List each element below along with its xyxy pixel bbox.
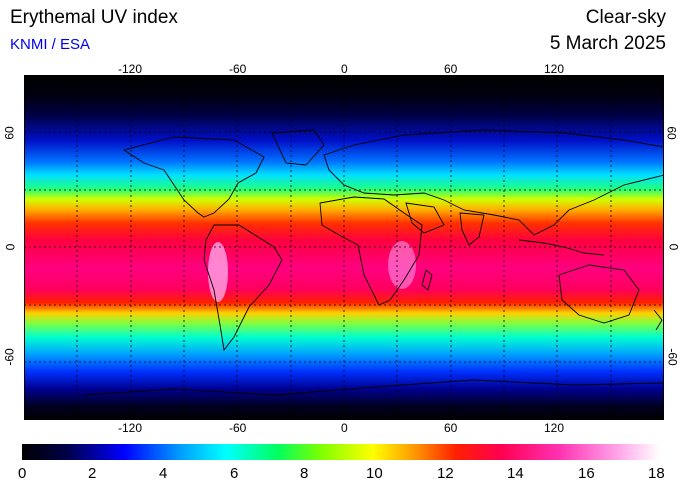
colorbar-label-18: 18 bbox=[648, 465, 665, 482]
lon-label-top-4: 60 bbox=[444, 62, 458, 76]
map-frame bbox=[24, 75, 664, 420]
lat-label-left-60: 60 bbox=[2, 126, 17, 140]
australia-outline bbox=[558, 264, 640, 324]
colorbar-label-14: 14 bbox=[507, 465, 524, 482]
colorbar-label-12: 12 bbox=[437, 465, 454, 482]
colorbar-label-16: 16 bbox=[578, 465, 595, 482]
lon-label-top-2: -60 bbox=[229, 62, 247, 76]
lat-label-left-minus60: -60 bbox=[2, 348, 17, 366]
greenland-outline bbox=[271, 129, 325, 166]
colorbar-label-2: 2 bbox=[88, 465, 97, 482]
lat-label-right-60: 60 bbox=[664, 126, 679, 140]
colorbar-label-0: 0 bbox=[18, 465, 27, 482]
colorbar-label-6: 6 bbox=[230, 465, 239, 482]
graticule bbox=[24, 75, 664, 420]
north-america-outline bbox=[122, 136, 265, 218]
colorbar-gradient bbox=[22, 444, 660, 460]
lon-label-top-3: 0 bbox=[341, 62, 348, 76]
lon-label-bottom-3: 0 bbox=[341, 421, 348, 435]
colorbar-label-10: 10 bbox=[366, 465, 383, 482]
map-title: Erythemal UV index bbox=[10, 7, 178, 28]
lon-label-top-1: -120 bbox=[118, 62, 143, 76]
new-zealand-outline bbox=[653, 309, 663, 331]
andes-high-uv bbox=[208, 242, 228, 302]
madagascar-outline bbox=[421, 269, 433, 291]
colorbar-label-4: 4 bbox=[159, 465, 168, 482]
lon-label-bottom-1: -120 bbox=[118, 421, 143, 435]
lon-label-bottom-2: -60 bbox=[229, 421, 247, 435]
arabia-outline bbox=[405, 202, 445, 234]
colorbar-label-8: 8 bbox=[300, 465, 309, 482]
africa-high-uv bbox=[388, 241, 416, 289]
antarctica-outline bbox=[83, 379, 664, 396]
lon-label-bottom-5: 120 bbox=[544, 421, 565, 435]
lat-label-right-0: 0 bbox=[666, 243, 681, 251]
map-date: 5 March 2025 bbox=[549, 33, 666, 54]
lon-label-bottom-4: 60 bbox=[444, 421, 458, 435]
india-outline bbox=[459, 212, 485, 246]
lat-label-right-minus60: -60 bbox=[665, 348, 680, 366]
credit-label: KNMI / ESA bbox=[10, 36, 91, 53]
lon-label-top-5: 120 bbox=[544, 62, 565, 76]
uv-index-map[interactable] bbox=[24, 75, 664, 420]
sky-mode-label: Clear-sky bbox=[585, 7, 666, 28]
lat-label-left-0: 0 bbox=[3, 243, 18, 251]
europe-asia-outline bbox=[323, 129, 664, 236]
uv-colorbar bbox=[22, 444, 660, 460]
